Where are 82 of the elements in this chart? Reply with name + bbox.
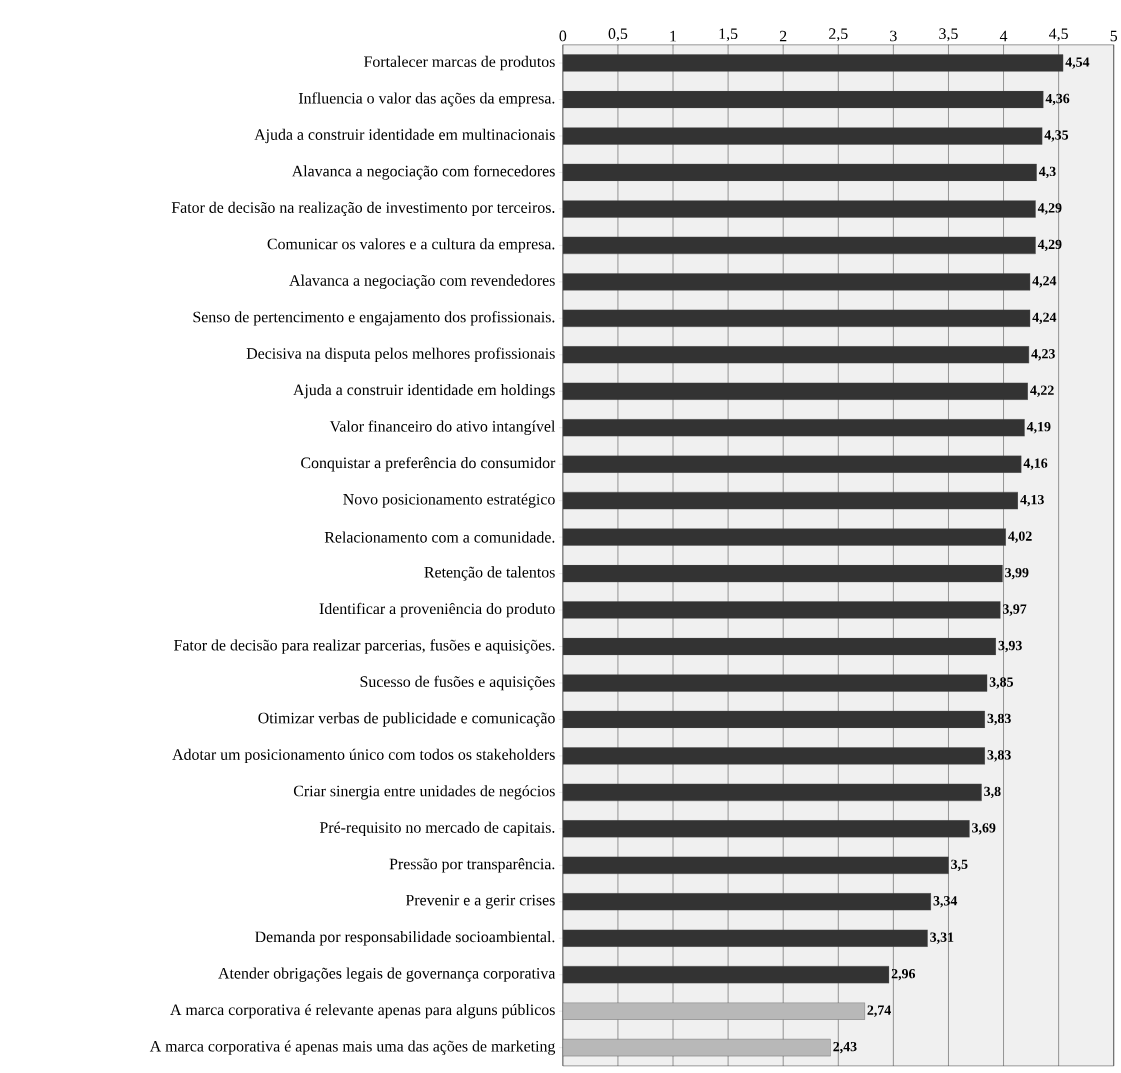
data-label: 4,35 [1044,130,1069,142]
y-tick-label: Fator de decisão para realizar parcerias, fusões e aquisições. [174,639,555,654]
data-label: 3,8 [984,786,1001,799]
data-label: 4,24 [1032,312,1057,325]
data-label: 4,29 [1037,203,1062,215]
data-label: 3,31 [930,932,954,944]
data-label: 4,13 [1020,495,1044,507]
data-label: 2,43 [833,1042,857,1054]
data-label: 4,54 [1065,57,1090,69]
bar [562,710,986,729]
data-label: 4,36 [1045,93,1070,106]
x-tick-label: 0,5 [608,28,628,42]
bar [562,820,970,838]
data-label: 4,02 [1008,531,1032,543]
x-tick-label: 4 [999,30,1008,42]
data-label: 3,34 [933,896,958,908]
y-tick-label: Ajuda a construir identidade em holdings [293,384,555,399]
bar [562,382,1028,400]
data-label: 3,93 [998,640,1022,653]
data-label: 3,5 [951,859,968,872]
x-tick-label: 4,5 [1049,28,1068,42]
data-label: 4,3 [1038,166,1056,179]
y-tick-label: Alavanca a negociação com fornecedores [291,165,555,180]
y-tick-label: Pressão por transparência. [389,858,555,873]
x-tick-label: 3,5 [939,28,958,42]
y-tick-label: Fator de decisão na realização de investimento por terceiros. [171,201,555,217]
data-label: 4,22 [1030,385,1054,397]
y-tick-label: Atender obrigações legais de governança corporativa [218,967,556,982]
y-tick-label: Alavanca a negociação com revendedores [289,274,555,290]
y-tick-label: Conquistar a preferência do consumidor [301,456,556,472]
y-tick-label: Senso de pertencimento e engajamento dos profissionais. [193,311,555,326]
bar [562,1002,865,1020]
y-tick-label: Demanda por responsabilidade socioambiental. [255,931,555,946]
data-label: 4,24 [1032,276,1057,288]
bar [562,747,986,765]
data-label: 2,74 [867,1005,891,1017]
data-label: 4,16 [1023,458,1048,470]
bar [562,637,997,656]
y-tick-label: A marca corporativa é apenas mais uma das ações de marketing [149,1040,556,1055]
bar [562,163,1037,182]
y-tick-label: Fortalecer marcas de produtos [364,55,555,71]
y-tick-label: Retenção de talentos [424,566,555,581]
y-tick-label: Criar sinergia entre unidades de negócios [293,785,555,800]
data-label: 4,29 [1037,239,1062,252]
data-label: 4,19 [1026,422,1051,434]
y-tick-label: Identificar a proveniência do produto [319,602,555,618]
x-tick-label: 2,5 [829,28,848,42]
bar [562,564,1003,583]
y-tick-label: Comunicar os valores e a cultura da empresa. [267,238,555,253]
data-label: 3,97 [1002,604,1027,616]
bar [562,893,932,911]
y-tick-label: Prevenir e a gerir crises [405,894,555,909]
data-label: 3,83 [987,713,1011,726]
x-tick-label: 1,5 [719,28,738,42]
y-tick-label: Novo posicionamento estratégico [343,493,555,508]
y-tick-label: Decisiva na disputa pelos melhores profissionais [246,347,555,363]
data-label: 3,99 [1005,567,1029,580]
bar [562,455,1022,473]
y-tick-label: Otimizar verbas de publicidade e comunicação [258,712,555,727]
x-tick-label: 3 [890,30,897,42]
x-tick-label: 0 [559,30,567,42]
x-tick-label: 2 [779,30,787,42]
y-tick-label: Adotar um posicionamento único com todos os stakeholders [172,748,555,764]
y-tick-label: Valor financeiro do ativo intangível [329,420,556,436]
bar [562,528,1006,546]
x-tick-label: 1 [670,30,677,42]
y-tick-label: Sucesso de fusões e aquisições [360,675,555,691]
data-label: 4,23 [1031,349,1055,361]
data-label: 3,83 [987,750,1011,762]
y-tick-label: Ajuda a construir identidade em multinacionais [254,128,555,144]
bar [562,200,1036,218]
bar [562,90,1044,109]
data-label: 3,69 [972,823,996,835]
bar [562,929,928,947]
y-tick-label: Influencia o valor das ações da empresa. [298,92,555,107]
y-tick-label: Relacionamento com a comunidade. [324,531,555,543]
y-tick-label: A marca corporativa é relevante apenas para alguns públicos [170,1004,555,1019]
bar [562,54,1064,72]
data-label: 3,85 [989,677,1014,689]
x-tick-label: 5 [1110,30,1118,42]
y-tick-label: Pré-requisito no mercado de capitais. [319,821,555,837]
data-label: 2,96 [891,969,916,981]
